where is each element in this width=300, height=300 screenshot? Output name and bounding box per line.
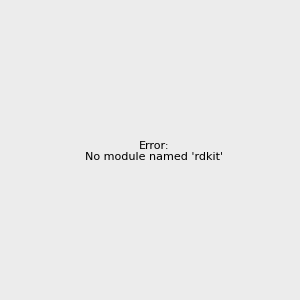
Text: Error:
No module named 'rdkit': Error: No module named 'rdkit': [85, 141, 223, 162]
